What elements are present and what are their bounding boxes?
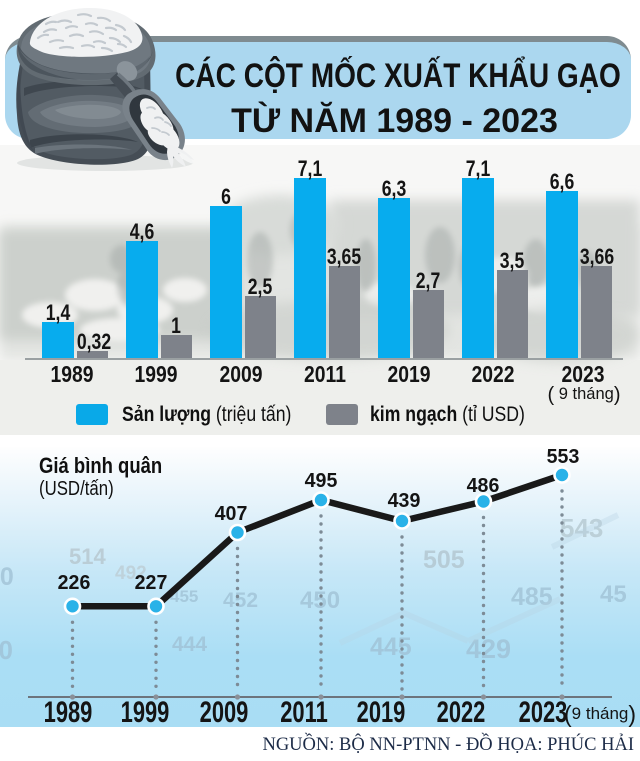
svg-text:445: 445 xyxy=(370,633,412,661)
svg-text:50: 50 xyxy=(0,563,14,591)
svg-text:45: 45 xyxy=(600,581,627,608)
svg-text:450: 450 xyxy=(300,587,340,614)
svg-text:444: 444 xyxy=(172,633,207,656)
svg-text:543: 543 xyxy=(560,513,603,543)
svg-text:429: 429 xyxy=(466,634,511,664)
svg-text:455: 455 xyxy=(170,587,198,606)
svg-text:485: 485 xyxy=(511,583,553,611)
svg-text:492: 492 xyxy=(115,563,147,584)
svg-text:40: 40 xyxy=(0,635,13,665)
svg-text:452: 452 xyxy=(223,589,258,612)
svg-text:514: 514 xyxy=(69,544,106,569)
svg-text:505: 505 xyxy=(423,546,465,574)
